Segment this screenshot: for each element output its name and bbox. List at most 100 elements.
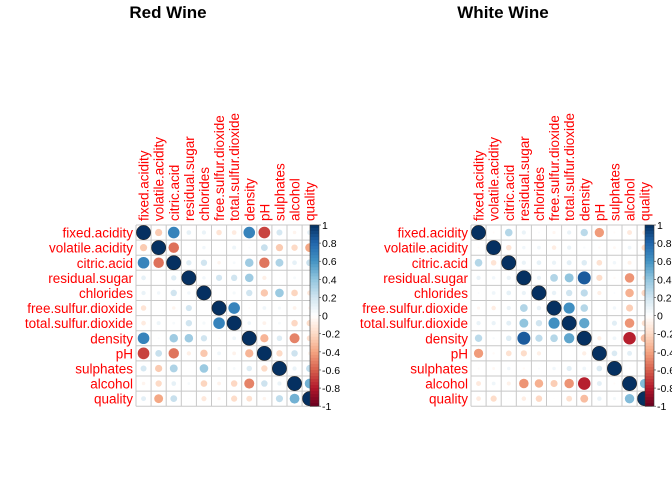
- column-label: pH: [257, 204, 272, 221]
- correlation-dot: [474, 258, 483, 267]
- correlation-dot: [141, 290, 146, 296]
- colorbar-segment: [645, 357, 654, 362]
- correlation-panel: Red Winefixed.acidityvolatile.aciditycit…: [25, 3, 340, 413]
- correlation-dot: [170, 395, 178, 403]
- column-label: fixed.acidity: [137, 150, 152, 221]
- correlation-dot: [141, 381, 146, 386]
- colorbar-segment: [645, 363, 654, 368]
- correlation-dot: [291, 350, 298, 357]
- colorbar-segment: [645, 294, 654, 298]
- correlation-dot: [506, 275, 511, 280]
- colorbar-tick-label: 0: [322, 311, 328, 323]
- correlation-dot: [474, 334, 483, 342]
- correlation-dot: [277, 306, 282, 310]
- correlation-dot: [506, 335, 512, 341]
- correlation-dot: [203, 307, 205, 309]
- correlation-dot: [200, 380, 208, 387]
- correlation-dot: [506, 244, 512, 251]
- correlation-dot: [551, 260, 557, 265]
- colorbar-segment: [645, 285, 654, 289]
- correlation-dot: [141, 320, 146, 326]
- correlation-dot: [181, 270, 197, 286]
- correlation-dot: [244, 378, 255, 389]
- correlation-dot: [550, 273, 558, 282]
- colorbar-segment: [645, 255, 654, 259]
- colorbar-segment: [310, 321, 319, 326]
- correlation-dot: [594, 227, 604, 238]
- column-label: density: [242, 178, 257, 221]
- colorbar-segment: [645, 351, 654, 356]
- correlation-dot: [486, 240, 502, 256]
- colorbar-tick-label: 1: [322, 220, 328, 232]
- chart-title: Red Wine: [129, 3, 206, 22]
- correlation-dot: [492, 367, 496, 370]
- correlation-dot: [491, 321, 496, 326]
- correlation-dot: [596, 381, 602, 387]
- colorbar-segment: [645, 379, 654, 383]
- colorbar-segment: [645, 400, 654, 404]
- colorbar-segment: [310, 270, 319, 274]
- correlation-dot: [519, 304, 528, 312]
- column-label: volatile.acidity: [487, 137, 502, 221]
- correlation-dot: [536, 260, 542, 266]
- colorbar-segment: [310, 234, 319, 238]
- colorbar-segment: [645, 397, 654, 401]
- row-label: volatile.acidity: [384, 241, 468, 256]
- colorbar-segment: [645, 234, 654, 238]
- correlation-dot: [477, 291, 480, 294]
- colorbar-segment: [310, 291, 319, 295]
- correlation-dot: [492, 337, 495, 340]
- row-label: citric.acid: [412, 256, 468, 271]
- colorbar-segment: [645, 306, 654, 310]
- correlation-dot: [289, 333, 300, 344]
- column-label: quality: [638, 182, 653, 221]
- correlation-dot: [292, 366, 297, 371]
- correlation-dot: [627, 230, 633, 236]
- colorbar-segment: [645, 225, 654, 229]
- colorbar-segment: [645, 330, 654, 335]
- correlation-dot: [248, 246, 251, 249]
- correlation-dot: [580, 228, 588, 237]
- colorbar-tick-label: 0.4: [322, 274, 337, 286]
- correlation-dot: [521, 290, 526, 296]
- correlation-dot: [245, 349, 254, 358]
- correlation-dot: [218, 337, 221, 340]
- colorbar-segment: [645, 385, 654, 389]
- correlation-dot: [506, 320, 512, 326]
- colorbar-segment: [645, 303, 654, 307]
- correlation-dot: [473, 348, 484, 358]
- row-label: pH: [451, 346, 468, 361]
- correlation-dot: [476, 321, 481, 326]
- correlation-dot: [564, 273, 574, 283]
- colorbar-tick-label: 0.8: [657, 238, 672, 250]
- correlation-dot: [217, 366, 221, 371]
- colorbar-segment: [645, 231, 654, 235]
- correlation-dot: [521, 230, 526, 235]
- colorbar-segment: [310, 324, 319, 329]
- colorbar-segment: [645, 246, 654, 250]
- correlation-dot: [217, 381, 221, 386]
- correlation-dot: [169, 333, 179, 343]
- colorbar-segment: [310, 264, 319, 268]
- row-label: free.sulfur.dioxide: [27, 301, 133, 316]
- correlation-dot: [292, 230, 297, 235]
- correlation-dot: [627, 350, 633, 356]
- correlation-dot: [155, 364, 163, 373]
- correlation-dot: [596, 365, 603, 372]
- column-label: chlorides: [197, 167, 212, 221]
- colorbar-segment: [645, 394, 654, 398]
- correlation-dot: [244, 273, 254, 283]
- correlation-dot: [563, 302, 575, 314]
- correlation-dot: [155, 228, 163, 237]
- correlation-dot: [536, 351, 542, 356]
- correlation-dot: [168, 348, 179, 359]
- correlation-dot: [613, 246, 616, 250]
- correlation-dot: [292, 260, 297, 266]
- colorbar-segment: [310, 261, 319, 265]
- correlation-dot: [553, 397, 555, 400]
- colorbar-segment: [645, 333, 654, 338]
- colorbar-segment: [310, 267, 319, 271]
- correlation-dot: [535, 395, 543, 402]
- column-label: free.sulfur.dioxide: [212, 115, 227, 221]
